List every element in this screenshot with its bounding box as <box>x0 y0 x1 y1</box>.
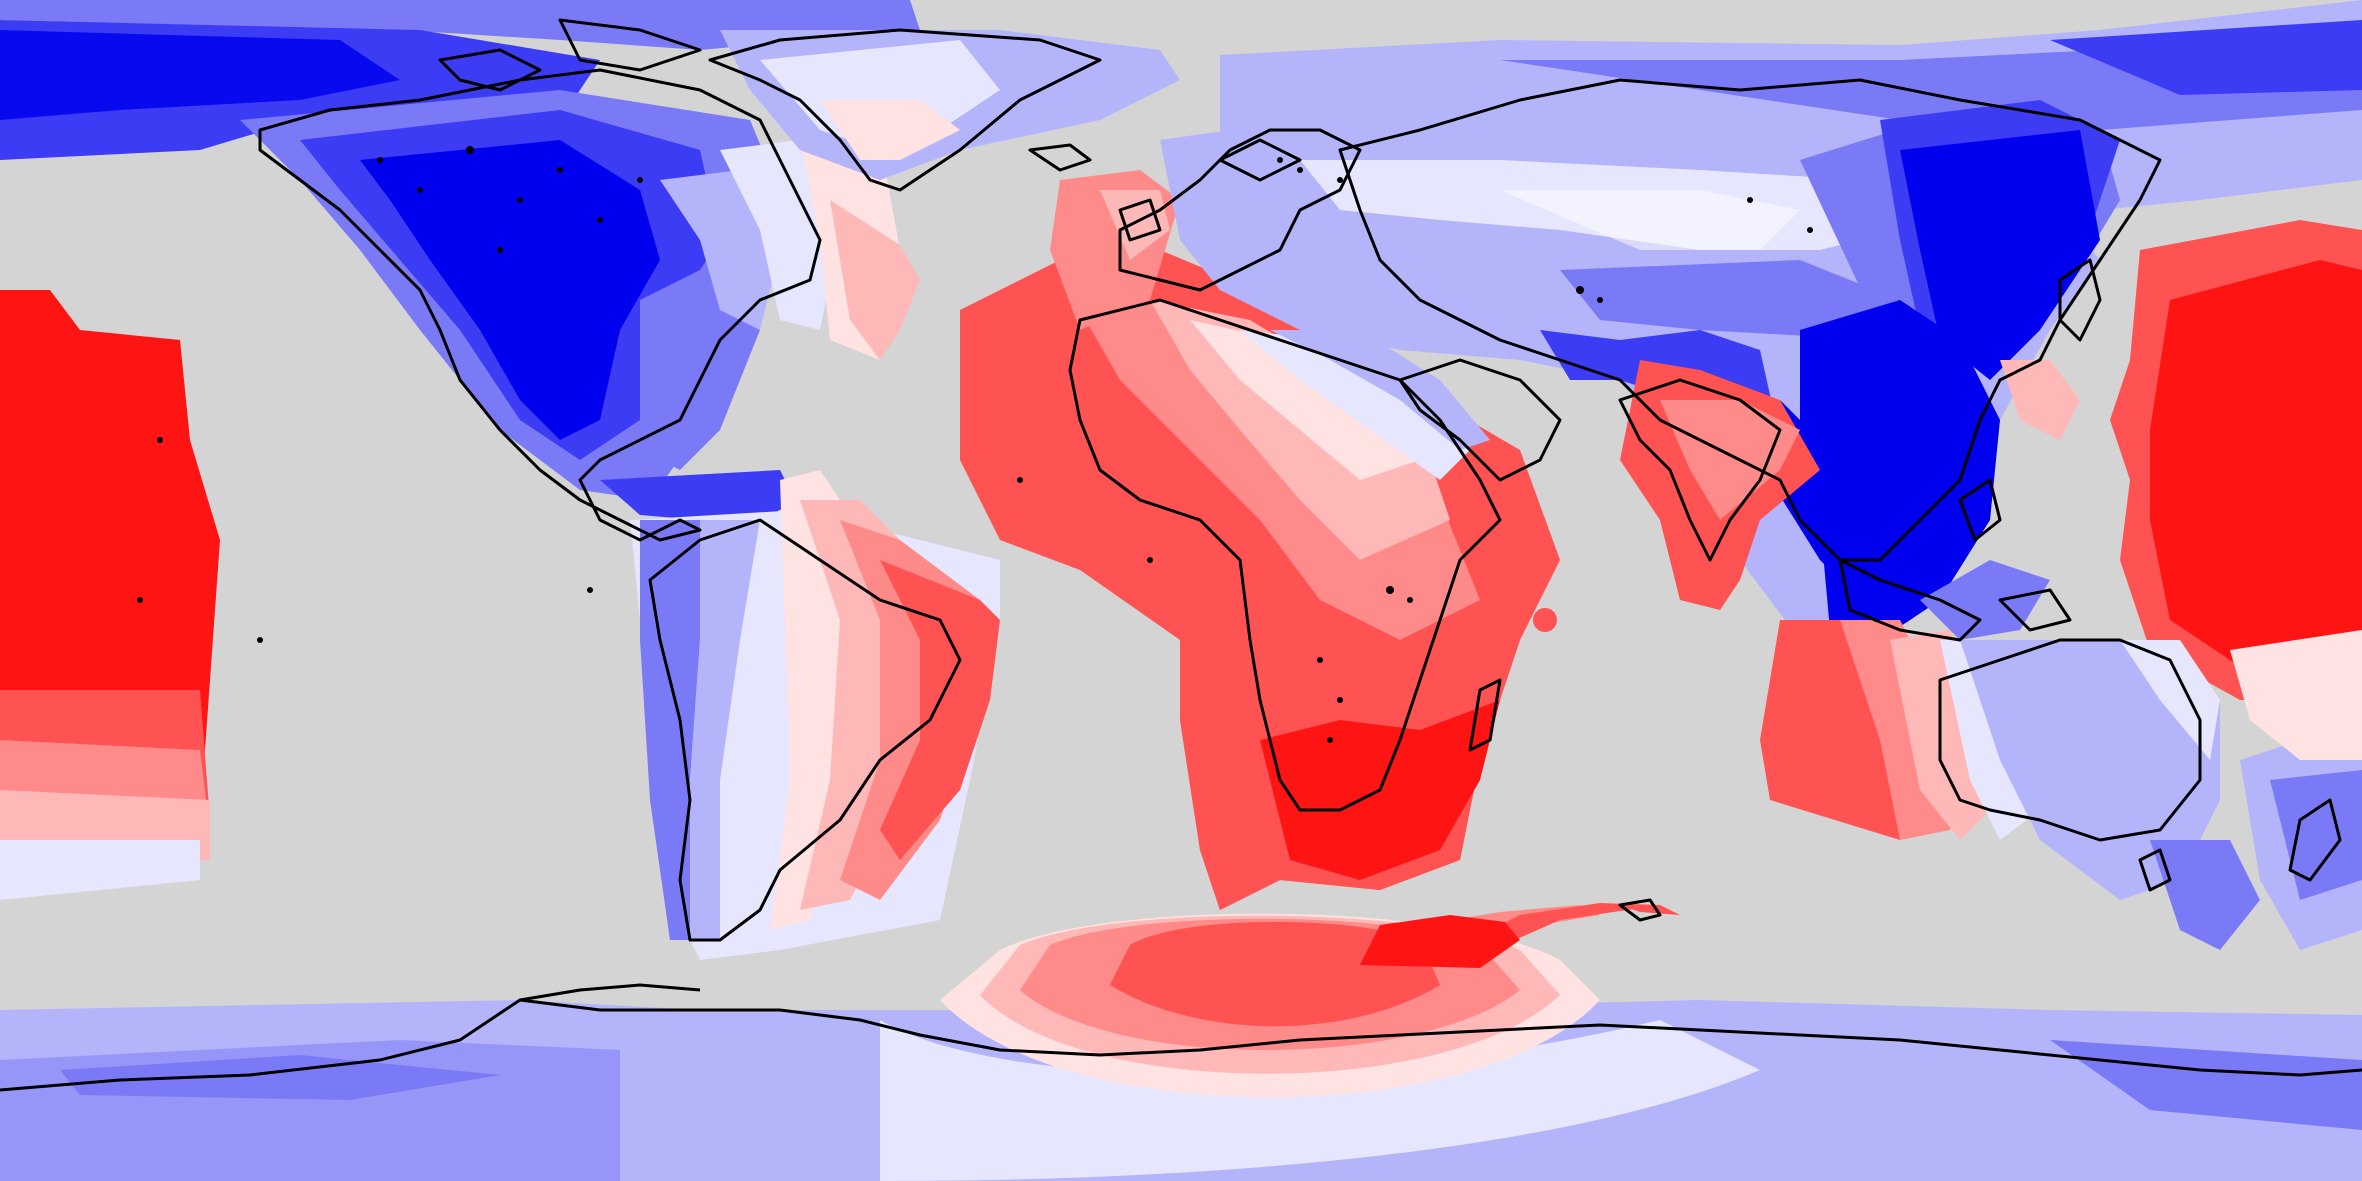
coastline-specks <box>137 146 1813 743</box>
west-pacific-red-right <box>2110 220 2362 700</box>
west-pacific-red-left <box>0 290 220 900</box>
australia-indian-ocean-anomaly <box>1760 620 2362 950</box>
greenland-anomaly <box>720 30 1180 180</box>
south-america-anomaly <box>630 470 1000 960</box>
coastlines <box>0 18 2362 1092</box>
eurasia-anomaly <box>1160 100 2120 640</box>
africa-anomaly <box>960 170 1560 910</box>
north-america-anomaly <box>240 90 920 520</box>
isolated-anomaly <box>1533 608 1557 632</box>
